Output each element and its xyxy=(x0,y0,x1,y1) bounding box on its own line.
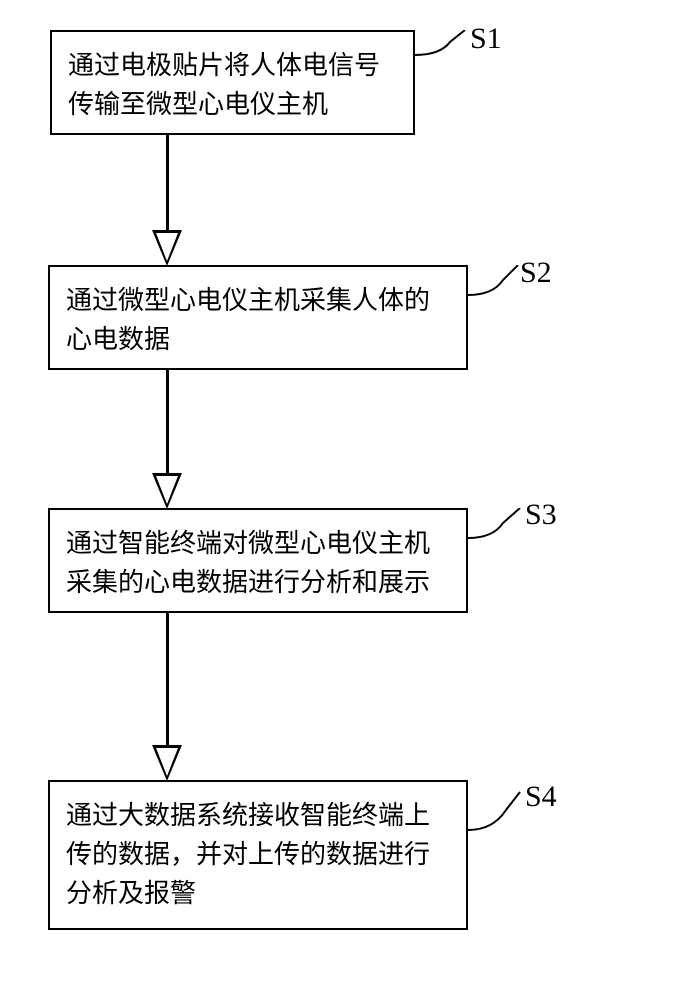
label-connector-s2 xyxy=(468,265,528,325)
flowchart-container: 通过电极贴片将人体电信号传输至微型心电仪主机 S1 通过微型心电仪主机采集人体的… xyxy=(0,0,681,1000)
arrow-s2-s3 xyxy=(152,370,182,509)
label-s1: S1 xyxy=(470,22,502,56)
node-text-s4: 通过大数据系统接收智能终端上传的数据，并对上传的数据进行分析及报警 xyxy=(66,796,450,913)
flowchart-node-s4: 通过大数据系统接收智能终端上传的数据，并对上传的数据进行分析及报警 xyxy=(48,780,468,930)
node-text-s3: 通过智能终端对微型心电仪主机采集的心电数据进行分析和展示 xyxy=(66,524,450,602)
label-connector-s1 xyxy=(415,30,475,90)
flowchart-node-s2: 通过微型心电仪主机采集人体的心电数据 xyxy=(48,265,468,370)
label-connector-s4 xyxy=(468,790,528,850)
label-connector-s3 xyxy=(468,508,528,568)
arrow-s3-s4 xyxy=(152,613,182,781)
label-s3: S3 xyxy=(525,498,557,532)
node-text-s1: 通过电极贴片将人体电信号传输至微型心电仪主机 xyxy=(68,46,397,124)
flowchart-node-s3: 通过智能终端对微型心电仪主机采集的心电数据进行分析和展示 xyxy=(48,508,468,613)
arrow-s1-s2 xyxy=(152,135,182,266)
node-text-s2: 通过微型心电仪主机采集人体的心电数据 xyxy=(66,281,450,359)
flowchart-node-s1: 通过电极贴片将人体电信号传输至微型心电仪主机 xyxy=(50,30,415,135)
label-s4: S4 xyxy=(525,780,557,814)
label-s2: S2 xyxy=(520,256,552,290)
